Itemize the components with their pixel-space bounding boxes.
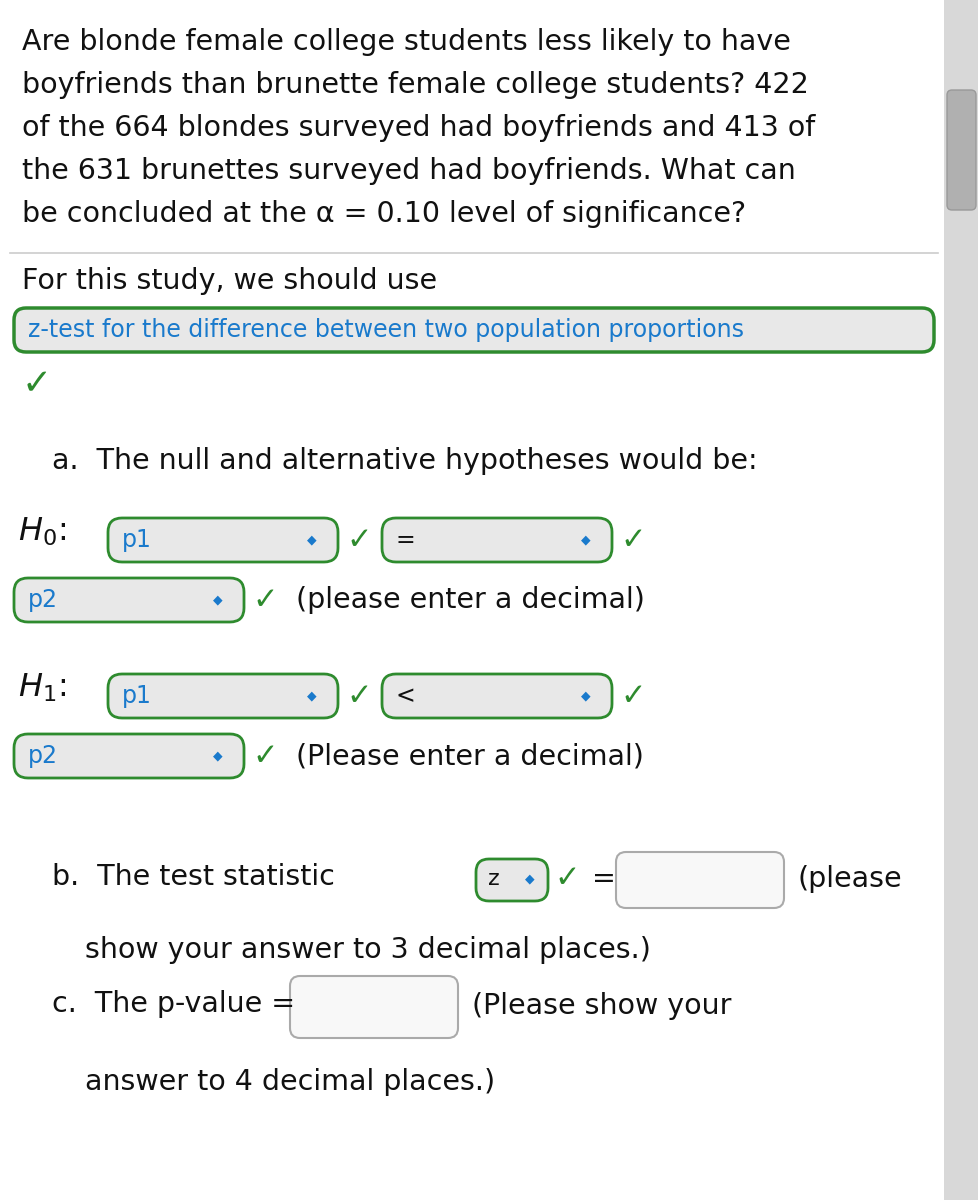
FancyBboxPatch shape xyxy=(475,859,548,901)
Text: show your answer to 3 decimal places.): show your answer to 3 decimal places.) xyxy=(85,936,650,964)
Text: ◆: ◆ xyxy=(307,534,317,546)
Text: answer to 4 decimal places.): answer to 4 decimal places.) xyxy=(85,1068,495,1096)
Text: ✓: ✓ xyxy=(554,864,579,894)
Text: c.  The p-value =: c. The p-value = xyxy=(52,990,294,1018)
FancyBboxPatch shape xyxy=(14,308,933,352)
Text: z: z xyxy=(487,869,499,889)
Text: p2: p2 xyxy=(28,744,58,768)
Text: ✓: ✓ xyxy=(251,742,277,770)
Text: (Please enter a decimal): (Please enter a decimal) xyxy=(295,742,644,770)
Text: ✓: ✓ xyxy=(619,682,645,710)
Text: (Please show your: (Please show your xyxy=(471,992,731,1020)
FancyBboxPatch shape xyxy=(14,734,244,778)
Text: <: < xyxy=(395,684,416,708)
Text: ◆: ◆ xyxy=(307,690,317,702)
FancyBboxPatch shape xyxy=(615,852,783,908)
Text: ✓: ✓ xyxy=(345,526,371,554)
Text: the 631 brunettes surveyed had boyfriends. What can: the 631 brunettes surveyed had boyfriend… xyxy=(22,157,795,185)
Text: =: = xyxy=(395,528,416,552)
Text: ◆: ◆ xyxy=(581,690,590,702)
Text: boyfriends than brunette female college students? 422: boyfriends than brunette female college … xyxy=(22,71,808,98)
Text: ◆: ◆ xyxy=(581,534,590,546)
Text: ✓: ✓ xyxy=(619,526,645,554)
Text: ✓: ✓ xyxy=(22,367,52,401)
Text: ✓: ✓ xyxy=(345,682,371,710)
Text: ◆: ◆ xyxy=(213,594,223,606)
Text: ◆: ◆ xyxy=(524,872,534,886)
Bar xyxy=(943,0,978,1200)
FancyBboxPatch shape xyxy=(381,518,611,562)
FancyBboxPatch shape xyxy=(14,578,244,622)
FancyBboxPatch shape xyxy=(946,90,975,210)
Text: Are blonde female college students less likely to have: Are blonde female college students less … xyxy=(22,28,790,56)
Text: p2: p2 xyxy=(28,588,58,612)
Text: a.  The null and alternative hypotheses would be:: a. The null and alternative hypotheses w… xyxy=(52,446,757,475)
Text: $\it{H}$$_1$:: $\it{H}$$_1$: xyxy=(18,672,67,704)
FancyBboxPatch shape xyxy=(108,674,337,718)
Text: =: = xyxy=(592,865,615,893)
Text: of the 664 blondes surveyed had boyfriends and 413 of: of the 664 blondes surveyed had boyfrien… xyxy=(22,114,815,142)
Text: ✓: ✓ xyxy=(251,586,277,614)
FancyBboxPatch shape xyxy=(381,674,611,718)
Text: z-test for the difference between two population proportions: z-test for the difference between two po… xyxy=(28,318,743,342)
Text: (please enter a decimal): (please enter a decimal) xyxy=(295,586,645,614)
Text: $\it{H}$$_0$:: $\it{H}$$_0$: xyxy=(18,516,67,548)
Text: (please: (please xyxy=(797,865,902,893)
Text: For this study, we should use: For this study, we should use xyxy=(22,266,437,295)
Text: ◆: ◆ xyxy=(213,750,223,762)
FancyBboxPatch shape xyxy=(289,976,458,1038)
Text: b.  The test statistic: b. The test statistic xyxy=(52,863,334,890)
FancyBboxPatch shape xyxy=(108,518,337,562)
Text: be concluded at the α = 0.10 level of significance?: be concluded at the α = 0.10 level of si… xyxy=(22,200,745,228)
Text: p1: p1 xyxy=(122,684,152,708)
Text: p1: p1 xyxy=(122,528,152,552)
